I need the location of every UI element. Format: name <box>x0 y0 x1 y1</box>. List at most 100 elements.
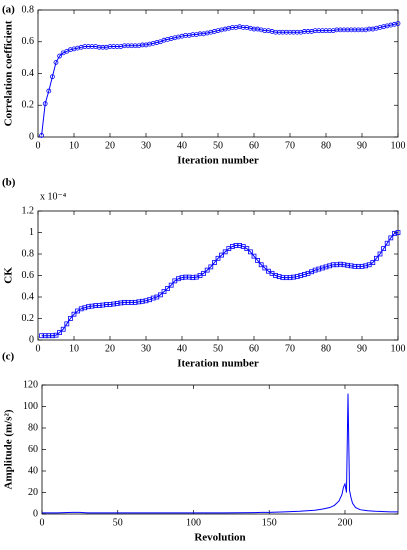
x-tick-label: 40 <box>177 140 187 151</box>
data-marker <box>53 59 59 65</box>
data-marker <box>201 270 207 276</box>
data-marker <box>71 311 77 317</box>
data-marker <box>57 53 62 59</box>
x-tick-label: 0 <box>36 140 41 151</box>
data-marker <box>53 332 59 338</box>
data-marker <box>157 292 163 298</box>
x-tick-label: 100 <box>391 343 406 354</box>
data-marker <box>104 302 109 307</box>
data-marker <box>82 305 88 311</box>
x-tick-label: 200 <box>337 517 352 528</box>
plot-frame <box>37 9 399 138</box>
data-marker <box>247 249 253 255</box>
data-marker <box>255 258 261 263</box>
x-tick-label: 70 <box>285 343 295 354</box>
data-line <box>41 23 399 136</box>
data-marker <box>219 252 225 258</box>
data-marker <box>208 264 214 270</box>
data-marker <box>122 43 127 49</box>
x-tick-label: 50 <box>213 140 223 151</box>
data-marker <box>294 29 300 35</box>
y-tick-label: 0.8 <box>22 4 35 15</box>
data-marker <box>377 251 383 257</box>
y-tick-label: 40 <box>28 465 38 476</box>
data-marker <box>50 74 55 80</box>
data-marker <box>129 43 135 49</box>
x-tick-label: 80 <box>321 140 331 151</box>
plot-frame <box>37 210 399 341</box>
data-marker <box>111 44 116 49</box>
data-marker <box>251 253 257 259</box>
data-marker <box>39 133 44 138</box>
data-marker <box>294 274 300 279</box>
data-marker <box>93 303 98 309</box>
data-marker <box>57 330 62 335</box>
data-marker <box>244 246 250 252</box>
x-tick-label: 40 <box>177 343 187 354</box>
x-tick-label: 10 <box>69 140 79 151</box>
y-axis-label: CK <box>3 267 15 284</box>
x-tick-label: 50 <box>213 343 223 354</box>
data-marker <box>312 267 318 273</box>
data-marker <box>348 27 354 33</box>
x-tick-label: 90 <box>357 343 367 354</box>
y-tick-label: 0.2 <box>22 313 35 324</box>
data-marker <box>46 88 52 94</box>
data-marker <box>312 28 318 34</box>
data-marker <box>183 33 189 38</box>
y-tick-label: 0.2 <box>22 100 35 111</box>
data-marker <box>384 240 390 246</box>
x-tick-label: 60 <box>249 343 259 354</box>
x-tick-label: 80 <box>321 343 331 354</box>
data-marker <box>258 262 264 268</box>
x-tick-label: 100 <box>391 140 406 151</box>
y-tick-label: 0.6 <box>22 270 35 281</box>
x-tick-label: 30 <box>141 343 151 354</box>
data-marker <box>222 249 228 255</box>
data-marker <box>129 299 135 305</box>
data-marker <box>107 302 113 307</box>
data-marker <box>276 29 282 35</box>
panel-label: (b) <box>2 177 16 189</box>
y-tick-label: 80 <box>28 422 38 433</box>
x-tick-label: 30 <box>141 140 151 151</box>
y-axis-label: Amplitude (m/s²) <box>3 409 15 489</box>
data-marker <box>136 299 142 305</box>
data-marker <box>50 333 55 339</box>
data-marker <box>100 302 106 308</box>
data-marker <box>107 44 113 49</box>
x-tick-label: 20 <box>105 343 115 354</box>
y-tick-label: 60 <box>28 444 38 455</box>
data-line <box>42 393 398 514</box>
y-tick-label: 0.6 <box>22 36 35 47</box>
data-line <box>41 232 399 337</box>
x-tick-label: 10 <box>69 343 79 354</box>
data-marker <box>89 303 95 309</box>
data-marker <box>373 255 379 261</box>
data-marker <box>42 333 48 339</box>
data-marker <box>276 274 282 279</box>
y-tick-label: 1 <box>29 227 34 238</box>
data-marker <box>366 26 372 32</box>
data-marker <box>183 274 189 280</box>
data-marker <box>168 282 174 288</box>
data-marker <box>86 304 91 310</box>
x-tick-label: 50 <box>113 517 123 528</box>
y-tick-label: 0 <box>33 508 38 519</box>
y-tick-label: 1.2 <box>22 205 35 216</box>
x-tick-label: 100 <box>186 517 201 528</box>
data-marker <box>190 275 196 281</box>
data-marker <box>388 235 394 241</box>
x-axis-label: Revolution <box>194 532 245 544</box>
panel-label: (c) <box>2 351 15 363</box>
data-marker <box>64 321 70 327</box>
data-marker <box>161 289 167 295</box>
x-tick-label: 70 <box>285 140 295 151</box>
data-marker <box>82 44 88 49</box>
data-marker <box>348 263 354 269</box>
data-marker <box>262 265 268 271</box>
x-axis-label: Iteration number <box>177 358 259 370</box>
data-marker <box>42 101 48 107</box>
data-marker <box>211 260 217 266</box>
